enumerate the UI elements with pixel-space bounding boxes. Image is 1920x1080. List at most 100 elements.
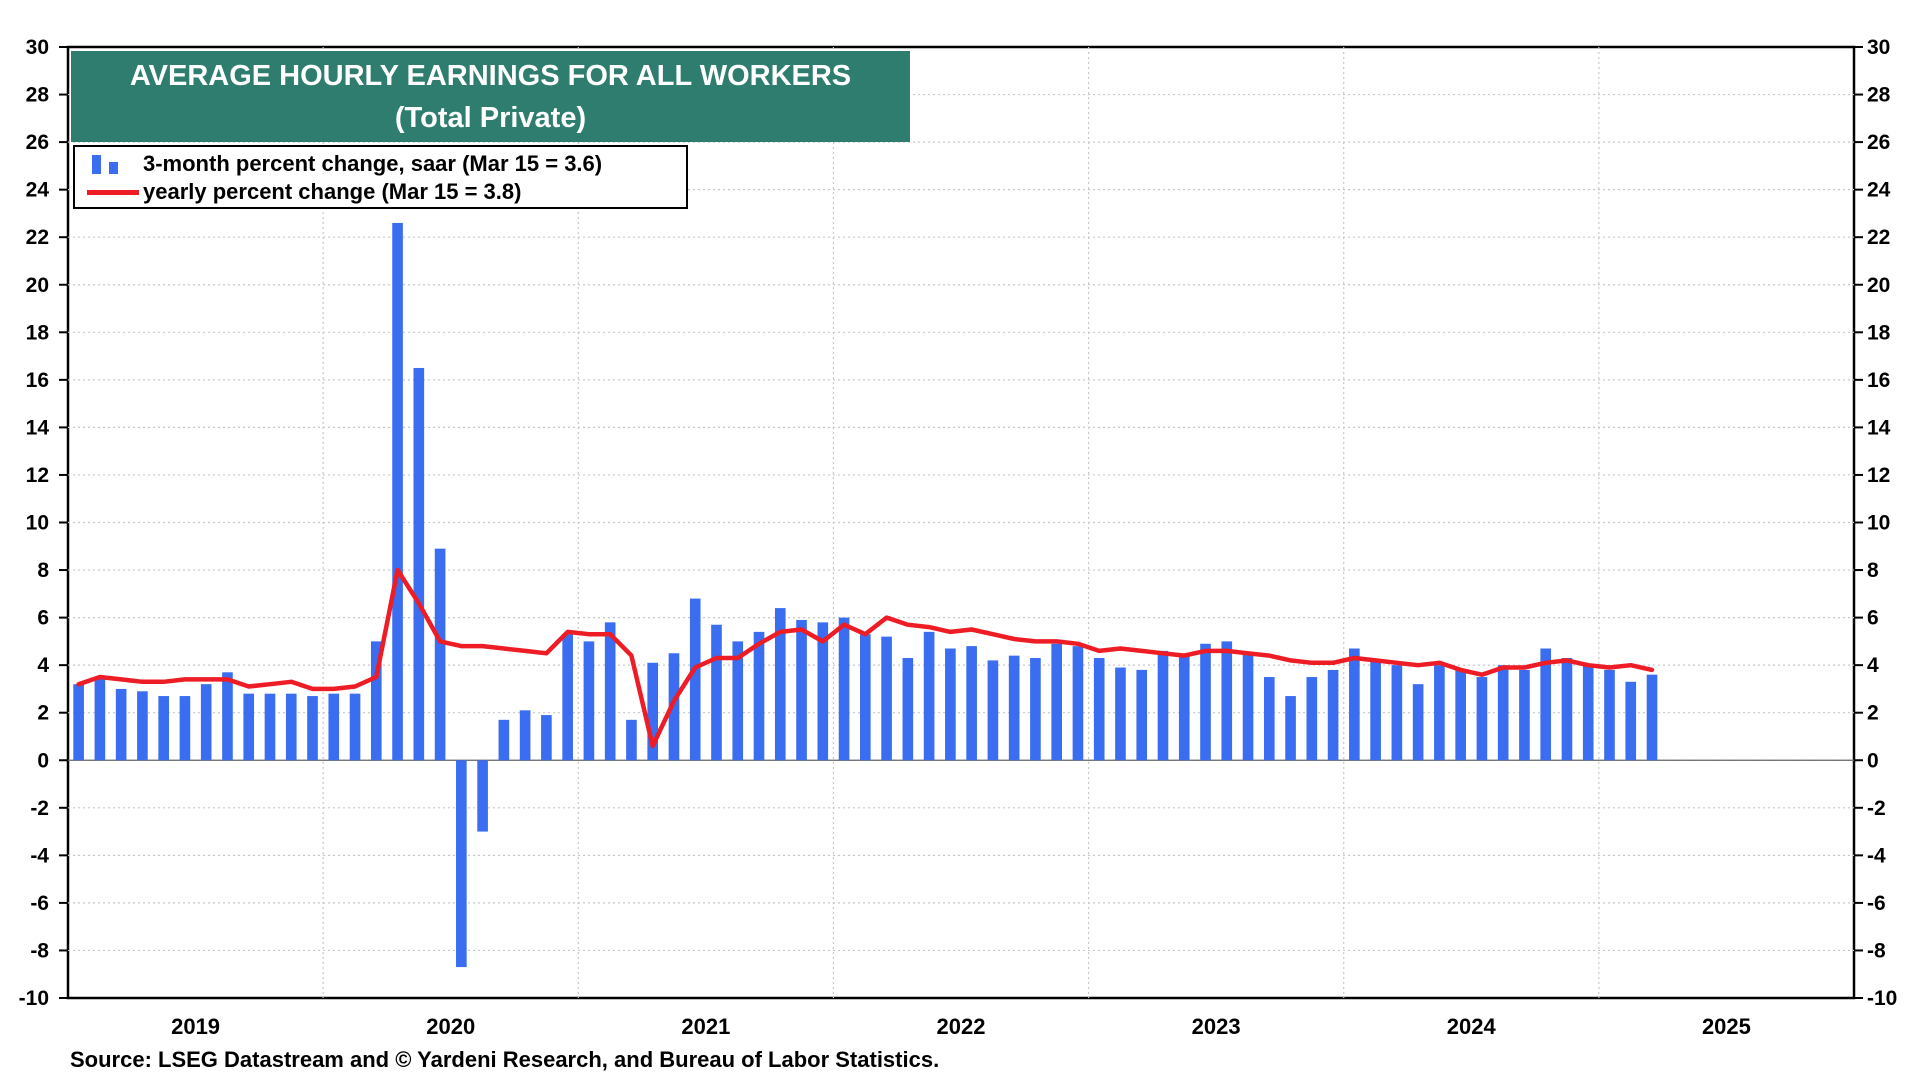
source-note: Source: LSEG Datastream and © Yardeni Re… [70,1047,940,1072]
y-tick-label-right: -4 [1867,844,1886,867]
x-tick-label-year: 2024 [1447,1014,1497,1039]
bar [243,693,255,761]
y-tick-label-right: 14 [1867,416,1891,439]
bar [1349,648,1360,761]
y-tick-label-left: -8 [30,939,49,962]
y-tick-label-right: 30 [1867,36,1890,59]
line-swatch-icon [81,178,143,206]
y-tick-label-right: 4 [1867,654,1879,677]
bar [1519,669,1530,761]
y-tick-label-left: 20 [26,274,49,297]
bar [562,634,573,761]
bar [817,622,829,761]
bar [370,641,382,761]
bar [115,688,127,761]
bar [349,693,361,761]
bar [392,222,403,761]
bar [1561,658,1573,761]
bar [1242,653,1254,761]
bar [307,696,318,761]
bar [987,660,999,761]
bar [1455,669,1466,761]
y-tick-label-right: 22 [1867,226,1890,249]
bar [1285,696,1296,761]
bar [945,648,956,761]
bar [1306,677,1318,761]
y-tick-label-right: -8 [1867,939,1886,962]
bar [1093,658,1105,761]
bar [753,631,765,761]
bar [1030,658,1041,761]
bar [285,693,297,761]
bar [1072,646,1084,761]
bar [1178,655,1190,761]
bar [1327,669,1339,761]
bar [1582,665,1594,761]
bar [1157,650,1169,761]
y-tick-label-left: 22 [26,226,49,249]
y-tick-label-left: 10 [26,512,49,535]
legend-label-bars: 3-month percent change, saar (Mar 15 = 3… [143,151,603,176]
bar [434,548,446,761]
y-tick-label-right: 24 [1867,179,1891,202]
y-tick-label-right: 20 [1867,274,1890,297]
bar [1263,677,1275,761]
y-tick-label-left: 18 [26,321,50,344]
bar-series [73,222,1658,968]
y-tick-label-left: 12 [26,464,49,487]
x-tick-label-year: 2021 [681,1014,730,1039]
x-tick-label-year: 2025 [1702,1014,1751,1039]
y-tick-label-left: 8 [37,559,49,582]
bar [668,653,680,761]
y-tick-label-left: 14 [26,416,50,439]
legend-item-line: yearly percent change (Mar 15 = 3.8) [75,178,521,206]
bar [604,622,616,761]
y-tick-label-right: 16 [1867,369,1890,392]
y-tick-label-left: -4 [30,844,49,867]
bar [137,691,148,761]
bar [1540,648,1552,761]
bar [838,617,850,761]
chart-title-box: AVERAGE HOURLY EARNINGS FOR ALL WORKERS … [71,51,910,142]
bar [923,631,935,761]
bar [774,608,786,761]
bar [732,641,744,761]
bar [1625,681,1637,761]
bar [1136,669,1148,761]
bar [966,646,977,761]
y-tick-label-left: 28 [26,84,50,107]
y-tick-label-right: 0 [1867,749,1879,772]
y-tick-label-right: -2 [1867,797,1886,820]
bar [519,710,531,761]
bar [626,719,637,761]
bar [1434,665,1445,761]
y-tick-label-right: 28 [1867,84,1891,107]
y-tick-label-left: -2 [30,797,49,820]
y-tick-label-left: 4 [37,654,49,677]
bar [647,662,659,761]
y-tick-label-left: 16 [26,369,49,392]
bar [200,684,212,761]
bar [73,684,84,761]
bar [1221,641,1233,761]
chart-subtitle: (Total Private) [394,102,587,134]
x-tick-label-year: 2019 [171,1014,220,1039]
chart-title: AVERAGE HOURLY EARNINGS FOR ALL WORKERS [129,60,852,92]
y-tick-label-left: 24 [26,179,50,202]
y-tick-label-left: 2 [37,702,49,725]
bar [1051,643,1062,761]
y-tick-label-right: 6 [1867,607,1879,630]
y-tick-label-left: 6 [37,607,49,630]
y-tick-label-right: 18 [1867,321,1891,344]
x-tick-label-year: 2020 [426,1014,475,1039]
y-tick-label-left: -10 [19,987,49,1010]
bar [1412,684,1424,761]
bar [1115,667,1126,761]
legend: 3-month percent change, saar (Mar 15 = 3… [73,145,688,209]
bar [1370,660,1381,761]
bar [902,658,914,761]
bar [456,760,467,968]
bar [328,693,340,761]
bar [1646,674,1658,761]
